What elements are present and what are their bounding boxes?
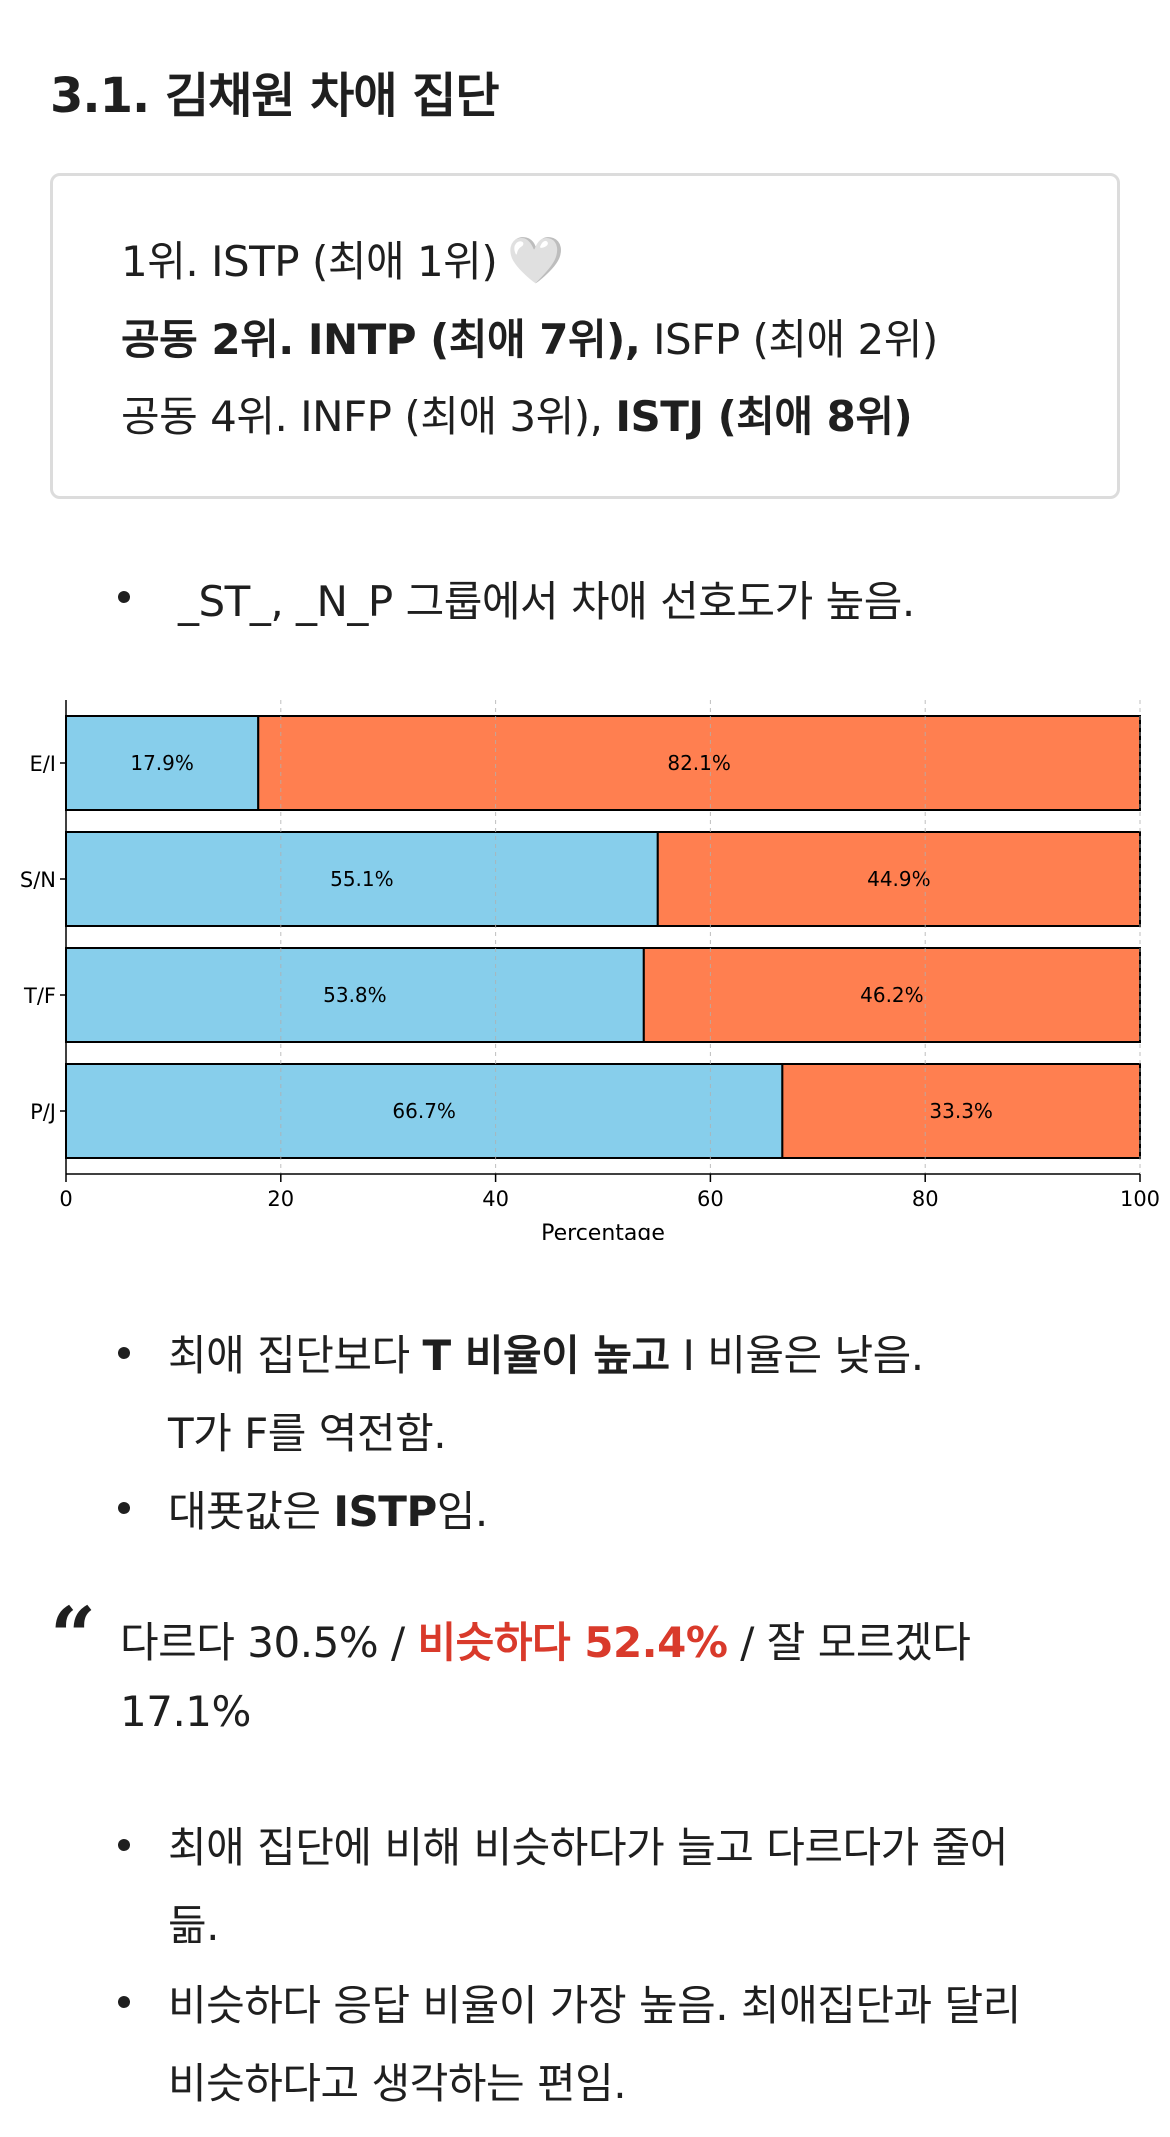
bar-label-first-2: 53.8% [323, 983, 387, 1007]
bullet-dot [118, 591, 130, 603]
bullet-bottom-1-cont: 비슷하다고 생각하는 편임. [168, 2059, 627, 2108]
rank-2-normal: ISFP (최애 2위) [640, 315, 938, 364]
mbti-stacked-bar-chart: 17.9% 82.1% E/I 55.1% 44.9% S/N 53.8% 46.2% T/F 6… [20, 700, 1160, 1240]
bar-second-0 [257, 715, 1142, 811]
bar-first-1 [65, 831, 659, 927]
x-tick-label-5: 100 [1120, 1187, 1160, 1211]
bullet-bottom-0-cont: 듦. [168, 1901, 220, 1950]
bullet-dot [118, 1347, 130, 1359]
y-tick-label-0: E/I [29, 752, 56, 776]
bullet-dot [118, 1502, 130, 1514]
rank-1-text: 1위. ISTP (최애 1위) [121, 237, 498, 286]
bullet-dot [118, 1839, 130, 1851]
bullet-mid-0-bold: T 비율이 높고 [422, 1331, 671, 1380]
bar-second-3 [781, 1063, 1141, 1159]
bar-label-second-2: 46.2% [860, 983, 924, 1007]
bullet-mid-0-cont: T가 F를 역전함. [168, 1409, 447, 1458]
bar-first-0 [65, 715, 260, 811]
section-title: 3.1. 김채원 차애 집단 [50, 68, 500, 124]
bullet-bottom-0: 최애 집단에 비해 비슷하다가 늘고 다르다가 줄어 [168, 1823, 1008, 1872]
bullet-mid-1: 대푯값은 ISTP임. [168, 1478, 488, 1539]
bullet-mid-1-pre: 대푯값은 [168, 1487, 334, 1536]
bullet-top-0: _ST_, _N_P 그룹에서 차애 선호도가 높음. [178, 577, 915, 626]
y-tick-label-1: S/N [20, 868, 56, 892]
bar-first-3 [65, 1063, 784, 1159]
x-tick-label-0: 0 [59, 1187, 72, 1211]
quote-mark-icon: “ [50, 1589, 97, 1683]
bullet-mid-1-bold: ISTP [333, 1487, 437, 1536]
bullet-mid-1-post: 임. [436, 1487, 489, 1536]
bar-label-first-0: 17.9% [130, 751, 194, 775]
rank-3-bold: ISTJ (최애 8위) [615, 392, 913, 441]
bar-label-second-1: 44.9% [867, 867, 931, 891]
x-axis-label: Percentage [541, 1221, 665, 1240]
y-tick-label-3: P/J [30, 1100, 56, 1124]
bar-label-first-1: 55.1% [330, 867, 394, 891]
bullet-dot [118, 1996, 130, 2008]
rank-line-1: 1위. ISTP (최애 1위) 🤍 [121, 228, 564, 289]
rank-line-2: 공동 2위. INTP (최애 7위), ISFP (최애 2위) [121, 306, 938, 367]
x-tick-label-4: 80 [912, 1187, 939, 1211]
bullet-mid-0-pre: 최애 집단보다 [168, 1331, 423, 1380]
bar-second-2 [642, 947, 1141, 1043]
rank-line-3: 공동 4위. INFP (최애 3위), ISTJ (최애 8위) [121, 383, 913, 444]
bullet-mid-0-post: I 비율은 낮음. [669, 1331, 925, 1380]
x-tick-label-1: 20 [267, 1187, 294, 1211]
quote-part2: / 잘 모르겠다 [727, 1618, 971, 1667]
ranking-box: 1위. ISTP (최애 1위) 🤍 공동 2위. INTP (최애 7위), I… [50, 173, 1120, 499]
bullet-bottom-1: 비슷하다 응답 비율이 가장 높음. 최애집단과 달리 [168, 1981, 1021, 2030]
bar-label-second-3: 33.3% [929, 1099, 993, 1123]
rank-3-normal: 공동 4위. INFP (최애 3위), [121, 392, 616, 441]
rank-2-bold: 공동 2위. INTP (최애 7위), [121, 315, 641, 364]
bullet-mid-0: 최애 집단보다 T 비율이 높고 I 비율은 낮음. [168, 1322, 924, 1383]
bar-label-first-3: 66.7% [392, 1099, 456, 1123]
x-tick-label-3: 60 [697, 1187, 724, 1211]
quote-line-1: 다르다 30.5% / 비슷하다 52.4% / 잘 모르겠다 [120, 1609, 971, 1670]
white-heart-icon: 🤍 [507, 233, 564, 287]
x-tick-label-2: 40 [482, 1187, 509, 1211]
quote-highlight: 비슷하다 52.4% [417, 1618, 728, 1667]
bar-label-second-0: 82.1% [667, 751, 731, 775]
quote-line-2: 17.1% [120, 1687, 251, 1736]
y-tick-label-2: T/F [23, 984, 56, 1008]
quote-part1: 다르다 30.5% / [120, 1618, 418, 1667]
